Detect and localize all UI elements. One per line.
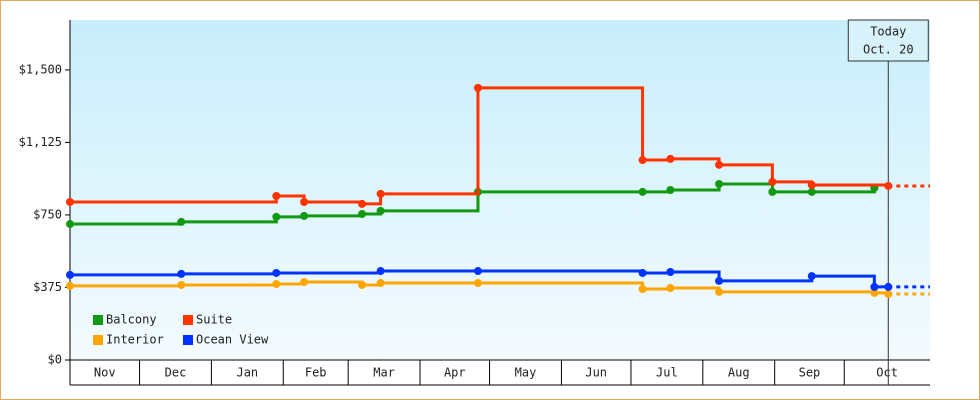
y-tick-label: $1,500	[19, 62, 62, 76]
x-tick-label: Jan	[236, 366, 258, 380]
point	[666, 186, 675, 194]
point	[66, 197, 74, 206]
point	[884, 282, 893, 291]
point	[473, 267, 482, 276]
today-box	[847, 19, 929, 62]
y-tick-label: $0	[48, 353, 62, 367]
x-tick-label: Aug	[728, 366, 750, 380]
point	[66, 281, 74, 290]
point	[272, 279, 281, 288]
plot-area	[70, 20, 930, 360]
point	[300, 278, 309, 287]
point	[272, 268, 281, 277]
legend-label: Ocean View	[196, 333, 269, 347]
point	[715, 180, 724, 189]
point	[358, 209, 367, 218]
point	[807, 187, 816, 196]
point	[666, 284, 675, 293]
y-tick-label: $750	[33, 207, 62, 221]
legend-label: Balcony	[106, 313, 157, 327]
point	[768, 177, 777, 186]
point	[638, 187, 647, 196]
point	[638, 268, 647, 277]
point	[807, 180, 816, 189]
x-tick-label: May	[515, 366, 537, 380]
point	[884, 290, 893, 299]
point	[177, 217, 186, 226]
point	[300, 197, 309, 206]
point	[66, 270, 74, 279]
legend-label: Suite	[196, 313, 232, 327]
point	[870, 288, 879, 297]
legend-swatch	[93, 335, 103, 345]
legend-swatch	[183, 335, 193, 345]
x-tick-label: Mar	[373, 366, 395, 380]
legend-swatch	[183, 315, 193, 325]
point	[272, 191, 281, 200]
point	[884, 181, 893, 190]
point	[473, 279, 482, 288]
point	[358, 280, 367, 289]
point	[376, 189, 385, 198]
point	[300, 211, 309, 220]
point	[807, 272, 816, 281]
y-tick-label: $1,125	[19, 135, 62, 149]
point	[638, 156, 647, 165]
point	[473, 83, 482, 92]
x-tick-label: Feb	[305, 366, 327, 380]
x-tick-label: Oct	[876, 366, 898, 380]
point	[177, 269, 186, 278]
point	[177, 280, 186, 289]
point	[715, 276, 724, 285]
x-tick-label: Apr	[444, 366, 466, 380]
point	[666, 154, 675, 163]
point	[870, 282, 879, 291]
point	[66, 220, 74, 229]
point	[272, 212, 281, 221]
point	[358, 199, 367, 208]
point	[638, 285, 647, 294]
point	[715, 160, 724, 169]
point	[666, 268, 675, 277]
point	[376, 267, 385, 276]
x-tick-label: Jun	[585, 366, 607, 380]
x-tick-label: Nov	[94, 366, 116, 380]
x-tick-label: Jul	[656, 366, 678, 380]
x-tick-label: Sep	[799, 366, 821, 380]
legend-swatch	[93, 315, 103, 325]
point	[376, 279, 385, 288]
point	[768, 187, 777, 196]
today-label: Oct. 20	[863, 43, 914, 57]
today-label: Today	[870, 25, 906, 39]
x-tick-label: Dec	[165, 366, 187, 380]
legend-label: Interior	[106, 333, 164, 347]
y-tick-label: $375	[33, 280, 62, 294]
point	[376, 206, 385, 215]
point	[715, 287, 724, 296]
